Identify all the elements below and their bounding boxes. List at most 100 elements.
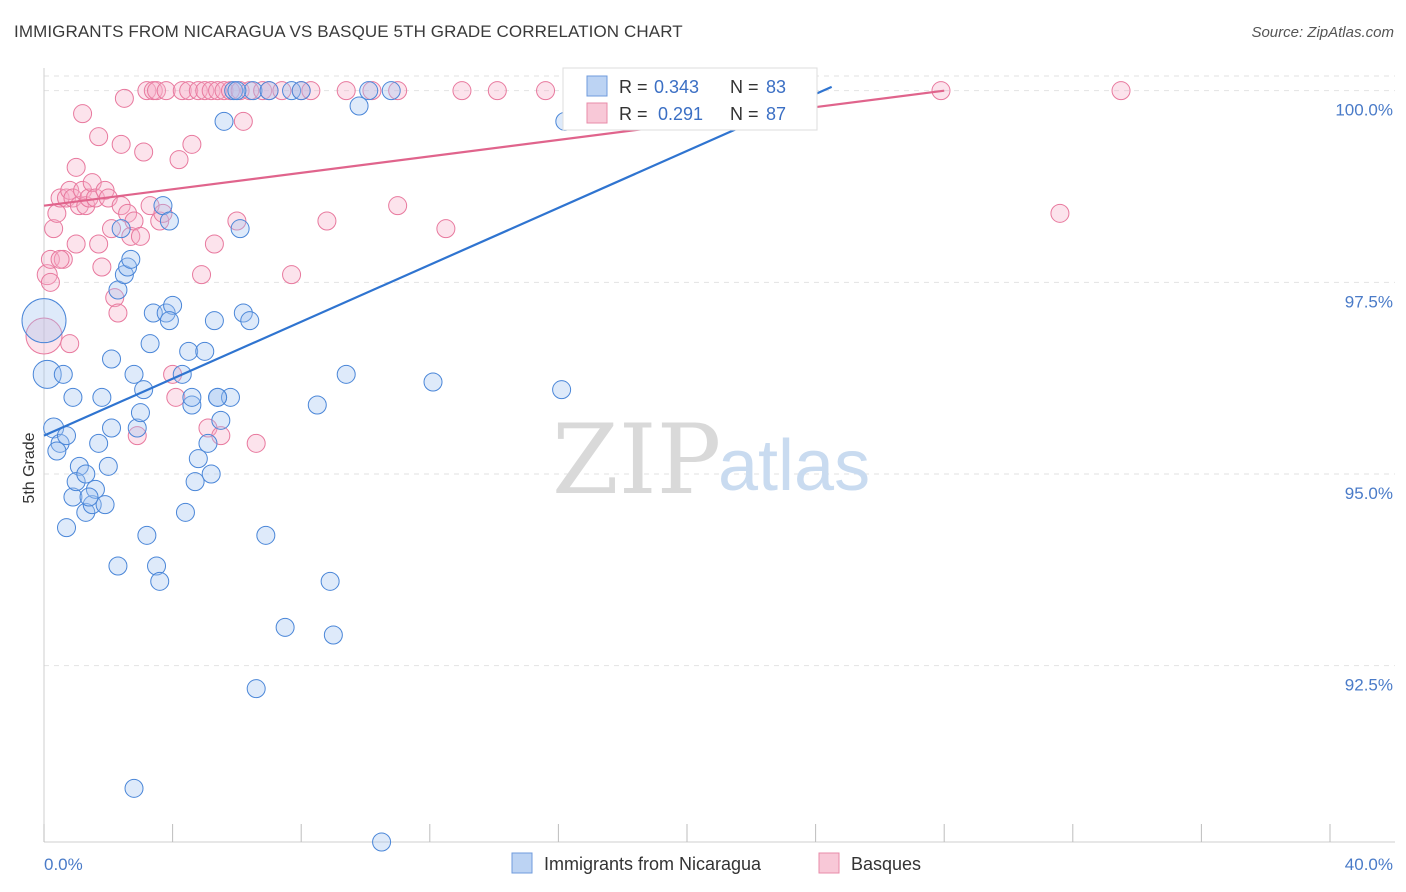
basques-point [108,303,128,323]
nicaragua-point [175,502,195,522]
nicaragua-point [111,219,131,239]
nicaragua-point [69,456,89,476]
nicaragua-point [66,472,86,492]
nicaragua-point [182,387,202,407]
nicaragua-point [147,556,167,576]
basques-point [156,81,176,101]
basques-point [47,203,67,223]
nicaragua-point [150,571,170,591]
trend-lines [43,85,945,437]
basques-point [40,272,60,292]
nicaragua-point [159,311,179,331]
basques-point [66,234,86,254]
basques-point [336,81,356,101]
nicaragua-point [137,525,157,545]
nicaragua-point [121,249,141,269]
legend-r-value-basques: 0.291 [658,104,703,124]
nicaragua-point [159,211,179,231]
legend-swatch-basques [586,102,608,124]
y-tick-label: 92.5% [1345,676,1393,695]
nicaragua-point [127,418,147,438]
nicaragua-point [359,81,379,101]
nicaragua-point [163,295,183,315]
source-label: Source: ZipAtlas.com [1251,24,1394,41]
nicaragua-point [381,81,401,101]
nicaragua-point [89,433,109,453]
legend-r-label-nicaragua: R = [619,77,648,97]
chart-title: IMMIGRANTS FROM NICARAGUA VS BASQUE 5TH … [14,22,683,41]
nicaragua-point [124,778,144,798]
x-tick-labels: 0.0% 40.0% [44,855,1393,874]
basques-point [246,433,266,453]
nicaragua-point [211,410,231,430]
basques-point [192,265,212,285]
nicaragua-point [182,395,202,415]
basques-point [73,104,93,124]
nicaragua-point [552,380,572,400]
nicaragua-point [95,495,115,515]
nicaragua-point [98,456,118,476]
basques-point [130,226,150,246]
y-tick-label: 97.5% [1345,292,1393,311]
nicaragua-point [291,81,311,101]
legend-n-label-basques: N = [730,104,759,124]
nicaragua-point [102,349,122,369]
basques-point [60,334,80,354]
nicaragua-point [85,479,105,499]
series-label-nicaragua: Immigrants from Nicaragua [544,854,762,874]
basques-point [436,219,456,239]
nicaragua-point [76,464,96,484]
basques-point [172,81,192,101]
basques-point [114,88,134,108]
basques-point [92,257,112,277]
nicaragua-point [201,464,221,484]
basques-point [301,81,321,101]
nicaragua-point [47,441,67,461]
nicaragua-point [57,518,77,538]
nicaragua-point [21,298,67,344]
basques-point [233,111,253,131]
x-tick-label-max: 40.0% [1345,855,1393,874]
nicaragua-trend-line [43,85,833,437]
basques-point [127,426,147,446]
basques-point [105,288,125,308]
y-tick-label: 100.0% [1335,101,1393,120]
basques-point [95,180,115,200]
basques-point [166,387,186,407]
basques-point [227,211,247,231]
nicaragua-points [21,81,575,852]
nicaragua-point [372,832,392,852]
nicaragua-point [185,472,205,492]
nicaragua-point [230,219,250,239]
nicaragua-point [179,341,199,361]
x-tick-label-min: 0.0% [44,855,83,874]
axes [43,68,1395,843]
nicaragua-point [130,403,150,423]
basques-point [134,142,154,162]
nicaragua-point [282,81,302,101]
nicaragua-point [195,341,215,361]
nicaragua-point [227,81,247,101]
nicaragua-point [259,81,279,101]
basques-point [121,226,141,246]
legend-r-value-nicaragua: 0.343 [654,77,699,97]
nicaragua-point [233,303,253,323]
basques-point [25,317,63,355]
basques-point [536,81,556,101]
nicaragua-point [76,502,96,522]
nicaragua-point [53,364,73,384]
basques-point [452,81,472,101]
basques-point [150,211,170,231]
nicaragua-point [243,81,263,101]
nicaragua-point [336,364,356,384]
basques-point [388,196,408,216]
nicaragua-point [275,617,295,637]
nicaragua-point [188,449,208,469]
series-swatch-basques [818,852,840,874]
basques-point [282,265,302,285]
basques-point [102,219,122,239]
basques-point [89,127,109,147]
nicaragua-point [156,303,176,323]
basques-point [137,81,157,101]
